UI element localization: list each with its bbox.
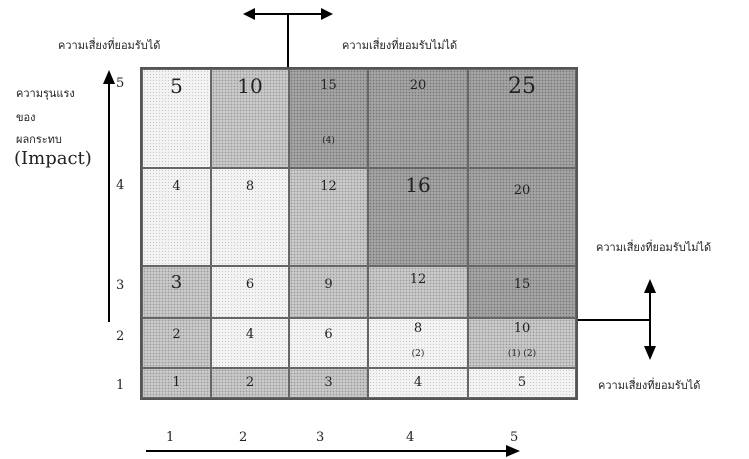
x-axis-tick: 4 <box>406 430 415 445</box>
matrix-cell: 12 <box>289 168 368 266</box>
cell-value: 4 <box>245 327 255 342</box>
y-axis-tick: 5 <box>116 76 125 91</box>
top-arrow-right-head <box>321 8 333 20</box>
matrix-cell: 9 <box>289 266 368 318</box>
label-acceptable-right: ความเสี่ยงที่ยอมรับได้ <box>598 379 701 392</box>
cell-value: 10 <box>513 321 531 336</box>
cell-value: 20 <box>409 78 427 93</box>
right-arrow-down-head <box>644 346 656 360</box>
cell-note: (2) <box>411 349 425 359</box>
cell-value: 5 <box>517 375 527 390</box>
cell-value: 12 <box>320 179 337 194</box>
cell-value: 3 <box>170 272 183 293</box>
matrix-cell: 3 <box>142 266 211 318</box>
matrix-cell: 5 <box>142 69 211 168</box>
matrix-cell: 2 <box>211 368 289 398</box>
y-axis-tick: 2 <box>116 329 125 344</box>
right-arrow-up-head <box>644 279 656 293</box>
y-axis-tick: 1 <box>116 378 125 393</box>
impact-label-line2: ของ <box>16 111 36 124</box>
cell-value: 15 <box>320 78 337 93</box>
matrix-cell: 6 <box>211 266 289 318</box>
cell-note: (1) (2) <box>507 349 537 359</box>
matrix-cell: 20 <box>368 69 468 168</box>
cell-note: (4) <box>322 136 335 146</box>
cell-value: 16 <box>405 173 431 197</box>
cell-value: 12 <box>409 272 427 287</box>
y-axis-tick: 3 <box>116 278 125 293</box>
matrix-cell: 20 <box>468 168 576 266</box>
impact-label-en: (Impact) <box>14 148 92 169</box>
cell-value: 20 <box>513 183 531 198</box>
matrix-cell: 25 <box>468 69 576 168</box>
matrix-cell: 15 (4) <box>289 69 368 168</box>
matrix-cell: 4 <box>368 368 468 398</box>
cell-value: 25 <box>508 74 536 99</box>
matrix-cell: 4 <box>211 318 289 368</box>
matrix-cell: 2 <box>142 318 211 368</box>
x-axis-tick: 5 <box>510 430 519 445</box>
matrix-cell: 10 (1) (2) <box>468 318 576 368</box>
cell-value: 6 <box>324 327 333 342</box>
cell-value: 8 <box>413 321 423 336</box>
impact-label-line1: ความรุนแรง <box>16 87 75 100</box>
cell-value: 1 <box>172 375 181 390</box>
matrix-cell: 8 <box>211 168 289 266</box>
y-axis-tick: 4 <box>116 178 125 193</box>
top-arrow-left-head <box>243 8 255 20</box>
label-unacceptable-top: ความเสี่ยงที่ยอมรับไม่ได้ <box>342 39 458 52</box>
cell-value: 2 <box>245 375 255 390</box>
cell-value: 10 <box>237 74 263 98</box>
cell-value: 8 <box>245 179 255 194</box>
matrix-cell: 12 <box>368 266 468 318</box>
matrix-cell: 4 <box>142 168 211 266</box>
risk-matrix: 5 10 15 (4) 20 25 4 8 12 16 20 3 6 9 12 1… <box>140 67 578 400</box>
matrix-cell: 16 <box>368 168 468 266</box>
x-axis-arrow-head <box>506 445 520 457</box>
cell-value: 15 <box>513 277 531 292</box>
cell-value: 3 <box>324 375 333 390</box>
matrix-cell: 6 <box>289 318 368 368</box>
cell-value: 6 <box>245 277 255 292</box>
x-axis-tick: 3 <box>316 430 325 445</box>
x-axis-tick: 1 <box>166 430 175 445</box>
label-acceptable-top: ความเสี่ยงที่ยอมรับได้ <box>58 39 161 52</box>
label-unacceptable-right: ความเสี่ยงที่ยอมรับไม่ได้ <box>596 241 712 254</box>
y-axis-arrow-head <box>103 70 115 84</box>
x-axis-tick: 2 <box>239 430 248 445</box>
cell-value: 5 <box>170 74 183 98</box>
matrix-cell: 8 (2) <box>368 318 468 368</box>
matrix-cell: 10 <box>211 69 289 168</box>
cell-value: 9 <box>324 277 333 292</box>
cell-value: 2 <box>172 327 181 342</box>
matrix-cell: 3 <box>289 368 368 398</box>
cell-value: 4 <box>413 375 423 390</box>
matrix-cell: 1 <box>142 368 211 398</box>
matrix-cell: 15 <box>468 266 576 318</box>
matrix-cell: 5 <box>468 368 576 398</box>
cell-value: 4 <box>172 179 181 194</box>
impact-label-line3: ผลกระทบ <box>16 133 62 146</box>
